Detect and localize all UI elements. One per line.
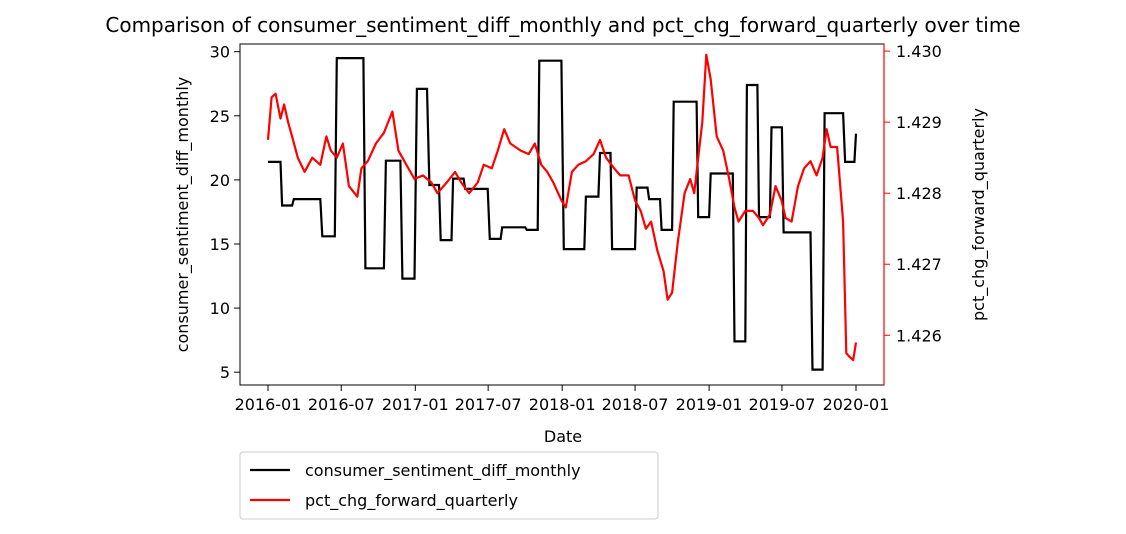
series-consumer-sentiment-line xyxy=(268,57,858,371)
y2-tick-label: 1.428 xyxy=(896,184,942,203)
chart-title: Comparison of consumer_sentiment_diff_mo… xyxy=(105,13,1020,37)
y2-tick-label: 1.429 xyxy=(896,113,942,132)
legend-box xyxy=(239,451,659,520)
y-axis-right: 1.426 1.427 1.428 1.429 1.430 xyxy=(883,42,942,385)
x-tick-label: 2017-01 xyxy=(382,395,449,414)
y-axis-left: 5 10 15 20 25 30 xyxy=(210,43,240,382)
legend: consumer_sentiment_diff_monthly pct_chg_… xyxy=(239,451,659,520)
y-tick-label: 25 xyxy=(210,107,230,126)
x-axis-label: Date xyxy=(544,427,582,446)
x-tick-label: 2019-01 xyxy=(676,395,743,414)
y2-tick-label: 1.430 xyxy=(896,42,942,61)
x-tick-label: 2020-01 xyxy=(823,395,890,414)
series-lines xyxy=(266,53,858,371)
x-tick-label: 2018-01 xyxy=(529,395,596,414)
x-tick-label: 2019-07 xyxy=(749,395,816,414)
y2-tick-label: 1.426 xyxy=(896,326,942,345)
series-pct-chg-line xyxy=(266,53,858,362)
legend-label-pct-chg: pct_chg_forward_quarterly xyxy=(305,491,518,511)
legend-label-consumer-sentiment: consumer_sentiment_diff_monthly xyxy=(305,461,581,481)
y-tick-label: 5 xyxy=(220,363,230,382)
x-tick-label: 2017-07 xyxy=(455,395,522,414)
x-axis: 2016-01 2016-07 2017-01 2017-07 2018-01 2018-… xyxy=(235,385,890,414)
x-tick-label: 2016-01 xyxy=(235,395,302,414)
y2-tick-label: 1.427 xyxy=(896,255,942,274)
y-axis-right-label: pct_chg_forward_quarterly xyxy=(969,108,989,321)
y-tick-label: 15 xyxy=(210,235,230,254)
y-tick-label: 30 xyxy=(210,43,230,62)
x-tick-label: 2016-07 xyxy=(308,395,375,414)
y-tick-label: 10 xyxy=(210,299,230,318)
y-axis-left-label: consumer_sentiment_diff_monthly xyxy=(173,77,193,353)
x-tick-label: 2018-07 xyxy=(602,395,669,414)
y-tick-label: 20 xyxy=(210,171,230,190)
